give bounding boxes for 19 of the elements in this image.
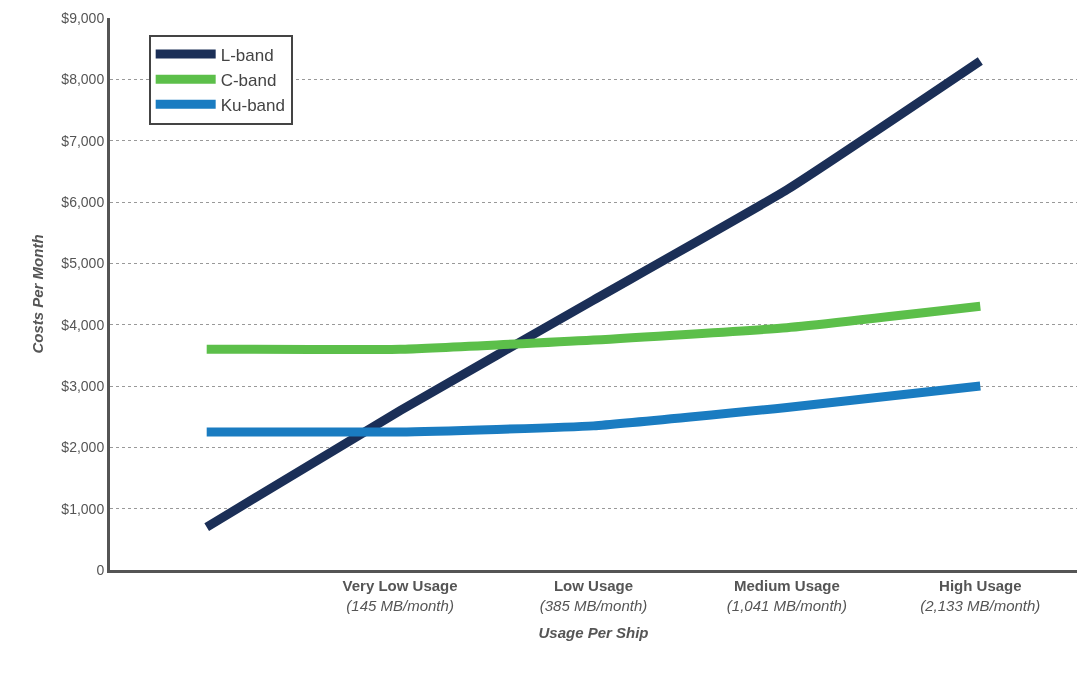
y-tick-label: $5,000 (61, 255, 105, 272)
y-tick-label: $4,000 (61, 316, 105, 333)
y-tick-label: 0 (96, 561, 105, 578)
x-tick-label: Low Usage (385 MB/month) (539, 577, 648, 614)
y-tick-label: $2,000 (61, 439, 105, 456)
y-tick-label: $9,000 (61, 9, 105, 26)
y-tick-label: $3,000 (61, 377, 105, 394)
y-tick-label: $8,000 (61, 71, 105, 88)
x-axis-title: Usage Per Ship (538, 623, 649, 641)
x-tick-label: Medium Usage (1,041 MB/month) (726, 577, 847, 614)
legend-label: L-band (220, 45, 274, 65)
y-axis-title: Costs Per Month (28, 234, 46, 354)
legend-label: Ku-band (220, 95, 285, 115)
x-tick-label: High Usage (2,133 MB/month) (920, 577, 1041, 614)
x-tick-label: Very Low Usage (145 MB/month) (342, 577, 458, 614)
y-tick-label: $7,000 (61, 132, 105, 149)
y-tick-label: $6,000 (61, 193, 105, 210)
y-tick-label: $1,000 (61, 500, 105, 517)
legend-label: C-band (220, 70, 277, 90)
